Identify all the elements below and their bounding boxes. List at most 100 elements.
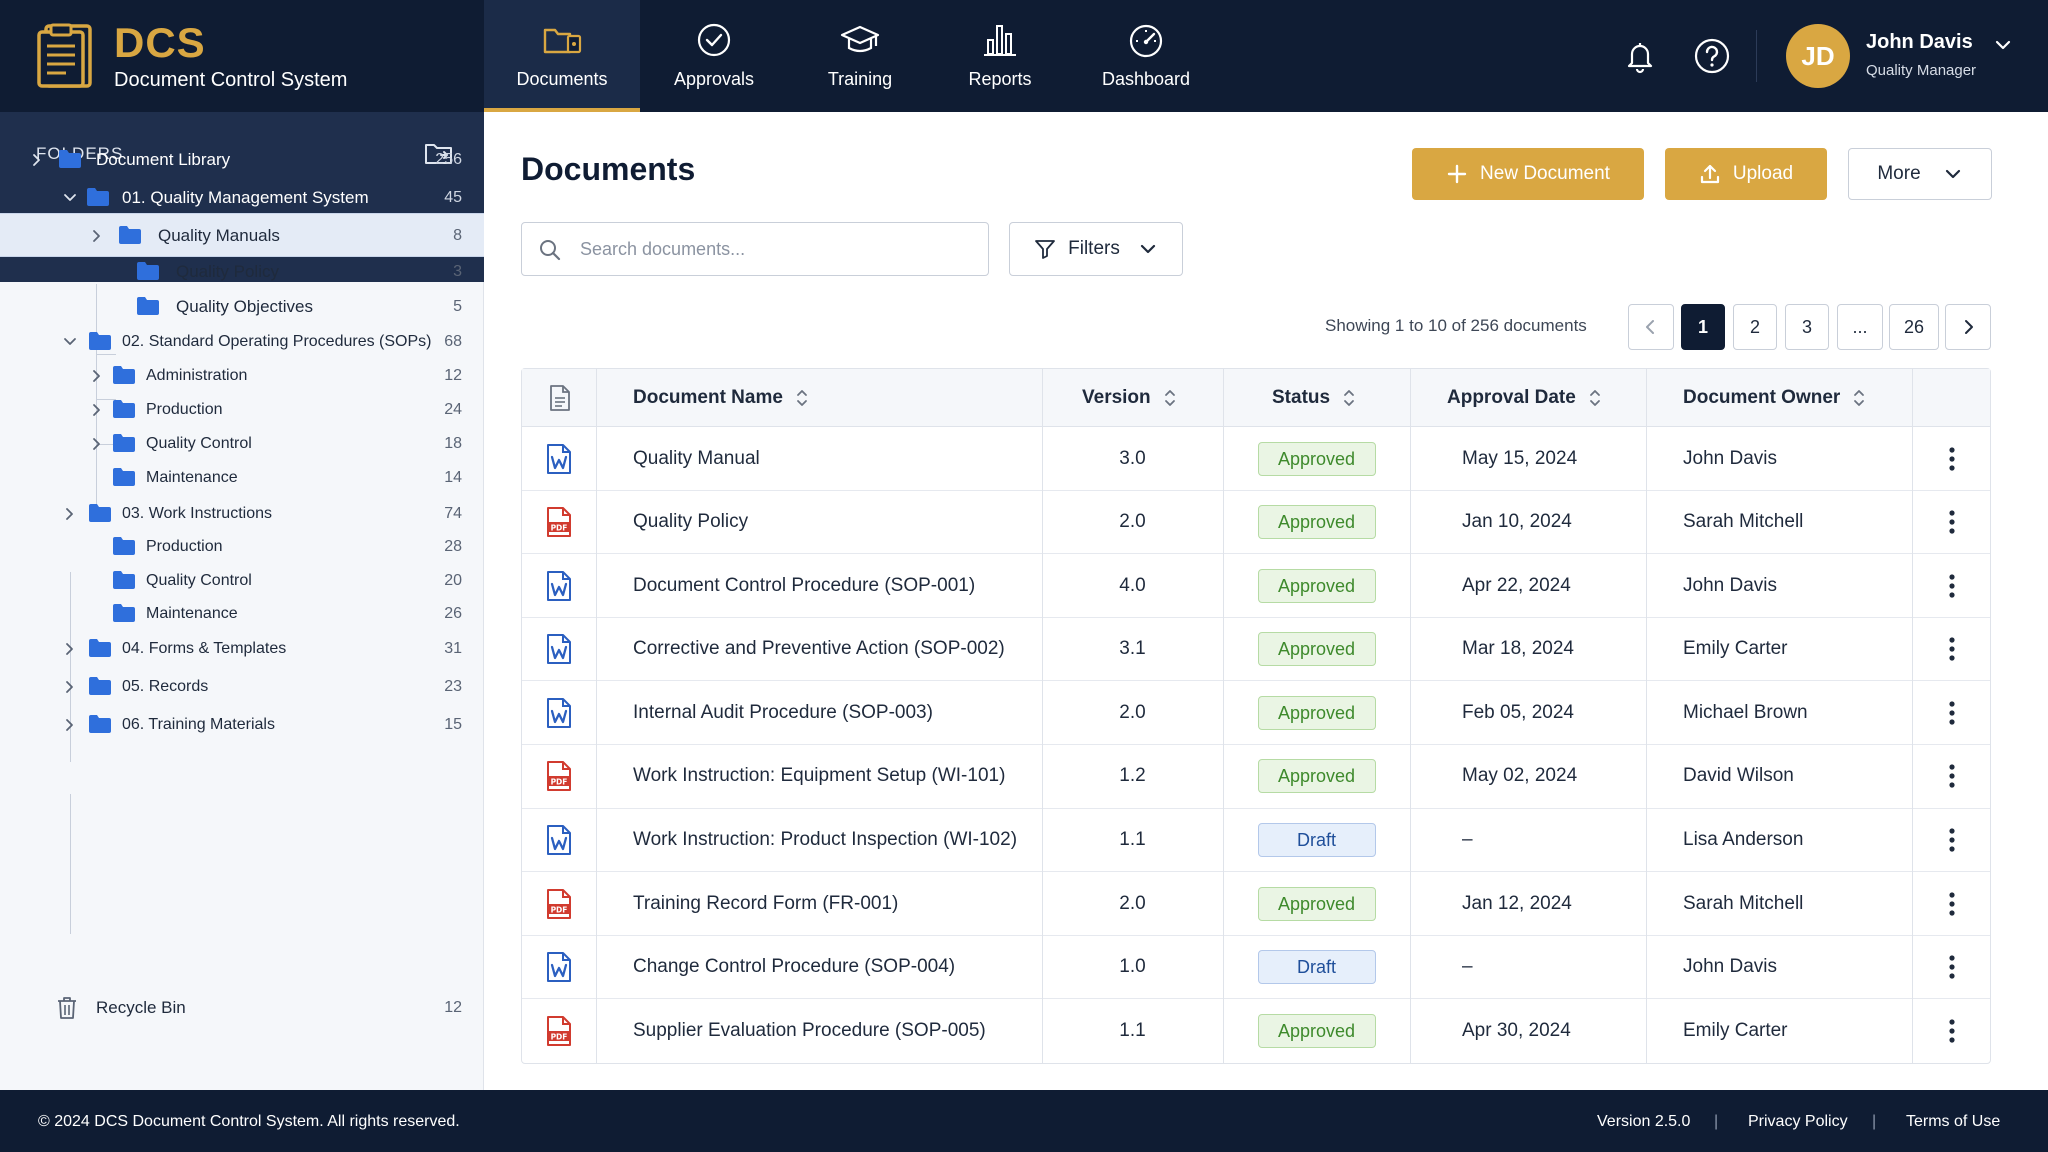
folder-tree-item[interactable]: 03. Work Instructions 74 [0,492,484,536]
row-actions-button[interactable] [1912,618,1992,681]
folder-tree-label: Production [146,401,223,418]
user-name[interactable]: John Davis [1866,31,1973,53]
document-name-cell[interactable]: Quality Manual [633,447,760,469]
folder-tree-item[interactable]: 04. Forms & Templates 31 [0,627,484,671]
chevron-right-icon[interactable] [90,229,104,243]
pagination-prev-button[interactable] [1628,304,1674,350]
chevron-right-icon[interactable] [90,437,104,451]
folder-tree-item[interactable]: Document Library 256 [0,138,484,182]
brand[interactable]: DCS Document Control System [36,20,456,92]
row-actions-button[interactable] [1912,491,1992,554]
column-header-document-name[interactable]: Document Name [633,369,809,427]
document-name-cell[interactable]: Work Instruction: Equipment Setup (WI-10… [633,765,1006,787]
pagination-next-button[interactable] [1945,304,1991,350]
column-header-label: Version [1082,387,1151,408]
nav-documents[interactable]: Documents [484,0,640,112]
row-actions-button[interactable] [1912,936,1992,999]
table-row[interactable]: PDF Training Record Form (FR-001) 2.0 Appro… [522,872,1990,936]
row-actions-button[interactable] [1912,872,1992,935]
nav-training[interactable]: Training [788,0,932,112]
nav-dashboard[interactable]: Dashboard [1068,0,1224,112]
terms-of-use-link[interactable]: Terms of Use [1906,1113,2001,1130]
folder-tree-label: Maintenance [146,469,238,486]
folder-tree-count: 45 [444,189,462,206]
column-header-approval-date[interactable]: Approval Date [1447,369,1602,427]
document-name-cell[interactable]: Work Instruction: Product Inspection (WI… [633,829,1018,851]
nav-reports[interactable]: Reports [932,0,1068,112]
document-name-cell[interactable]: Internal Audit Procedure (SOP-003) [633,701,933,723]
avatar[interactable]: JD [1786,24,1850,88]
chevron-right-icon[interactable] [90,403,104,417]
document-name-cell[interactable]: Corrective and Preventive Action (SOP-00… [633,638,1005,660]
row-actions-button[interactable] [1912,745,1992,808]
table-row[interactable]: Document Control Procedure (SOP-001) 4.0 A… [522,554,1990,618]
pdf-file-icon: PDF [547,1015,571,1046]
table-row[interactable]: Work Instruction: Product Inspection (WI… [522,809,1990,873]
document-name-cell[interactable]: Training Record Form (FR-001) [633,892,899,914]
recycle-bin[interactable]: Recycle Bin 12 [0,986,484,1030]
column-header-version[interactable]: Version [1082,369,1177,427]
table-row[interactable]: Change Control Procedure (SOP-004) 1.0 Dra… [522,936,1990,1000]
table-row[interactable]: PDF Work Instruction: Equipment Setup (WI… [522,745,1990,809]
chevron-right-icon[interactable] [63,642,77,656]
folder-tree-item[interactable]: 01. Quality Management System 45 [0,176,484,220]
folder-tree-item[interactable]: Quality Manuals 8 [0,213,484,257]
help-icon[interactable] [1692,36,1732,76]
folder-tree-item[interactable]: 06. Training Materials 15 [0,703,484,747]
folder-tree-item[interactable]: Maintenance 14 [0,456,484,500]
folder-tree-item[interactable]: Production 24 [0,388,484,432]
document-name-cell[interactable]: Quality Policy [633,511,749,533]
document-owner-cell: John Davis [1683,956,1777,978]
folder-tree-item[interactable]: Quality Control 18 [0,422,484,466]
pagination-page-1[interactable]: 1 [1681,304,1725,350]
chevron-down-icon[interactable] [1992,34,2014,56]
folder-icon [113,571,135,589]
column-header-status[interactable]: Status [1272,369,1356,427]
pagination-page-2[interactable]: 2 [1733,304,1777,350]
row-actions-button[interactable] [1912,809,1992,872]
folder-tree-item[interactable]: Maintenance 26 [0,592,484,636]
chevron-right-icon[interactable] [63,507,77,521]
folder-tree-item[interactable]: Quality Objectives 5 [0,285,484,329]
approval-date-cell: Jan 12, 2024 [1462,892,1572,914]
chevron-down-icon[interactable] [63,335,77,349]
bell-icon[interactable] [1620,36,1660,76]
table-row[interactable]: Corrective and Preventive Action (SOP-00… [522,618,1990,682]
privacy-policy-link[interactable]: Privacy Policy [1748,1113,1848,1130]
folder-tree-item[interactable]: Quality Control 20 [0,559,484,603]
row-actions-button[interactable] [1912,681,1992,744]
document-name-cell[interactable]: Change Control Procedure (SOP-004) [633,956,956,978]
folder-tree-item[interactable]: Production 28 [0,525,484,569]
search-input[interactable] [580,235,970,263]
document-name-cell[interactable]: Supplier Evaluation Procedure (SOP-005) [633,1019,986,1041]
upload-button[interactable]: Upload [1665,148,1827,200]
pagination-page-26[interactable]: 26 [1889,304,1939,350]
pagination-page-3[interactable]: 3 [1785,304,1829,350]
document-name-cell[interactable]: Document Control Procedure (SOP-001) [633,574,976,596]
chevron-down-icon[interactable] [63,191,77,205]
graduation-cap-icon [840,25,880,53]
table-row[interactable]: Quality Manual 3.0 Approved May 15, 2024 Joh… [522,427,1990,491]
folder-tree-item[interactable]: 05. Records 23 [0,665,484,709]
folder-tree-item[interactable]: 02. Standard Operating Procedures (SOPs)… [0,320,484,364]
filters-button[interactable]: Filters [1009,222,1183,276]
chevron-right-icon[interactable] [90,369,104,383]
table-row[interactable]: Internal Audit Procedure (SOP-003) 2.0 App… [522,681,1990,745]
folder-tree-item[interactable]: Quality Policy 3 [0,250,484,294]
table-row[interactable]: PDF Supplier Evaluation Procedure (SOP-00… [522,999,1990,1063]
table-row[interactable]: PDF Quality Policy 2.0 Approved Jan 10, 2024… [522,491,1990,555]
folder-tree-item[interactable]: Administration 12 [0,354,484,398]
status-cell: Approved [1223,427,1410,490]
more-button[interactable]: More [1848,148,1992,200]
chevron-right-icon[interactable] [63,680,77,694]
new-folder-icon[interactable] [424,140,454,166]
chevron-right-icon[interactable] [63,718,77,732]
row-actions-button[interactable] [1912,554,1992,617]
chevron-right-icon[interactable] [30,153,44,167]
nav-approvals[interactable]: Approvals [640,0,788,112]
new-document-button[interactable]: New Document [1412,148,1644,200]
column-header-document-owner[interactable]: Document Owner [1683,369,1866,427]
row-actions-button[interactable] [1912,427,1992,490]
word-file-icon [547,697,571,728]
row-actions-button[interactable] [1912,999,1992,1062]
